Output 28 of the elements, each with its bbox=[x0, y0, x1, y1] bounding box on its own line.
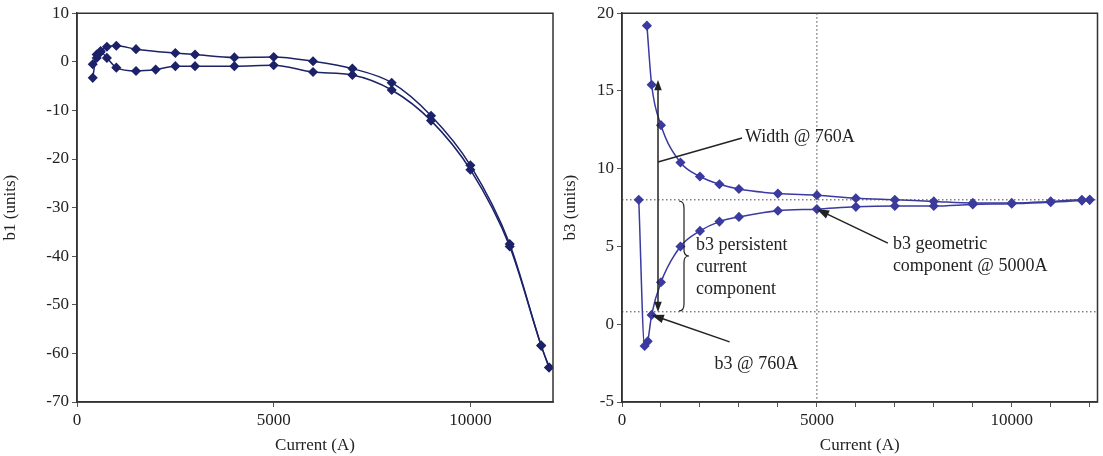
y-tick-label: -5 bbox=[599, 391, 614, 411]
y-tick-label: -70 bbox=[46, 391, 69, 411]
y-axis-title: b3 (units) bbox=[559, 174, 579, 241]
annotation: b3 persistent current component bbox=[696, 233, 788, 298]
y-tick-label: -40 bbox=[46, 245, 69, 265]
y-tick-label: 10 bbox=[52, 2, 69, 22]
annotation: b3 @ 760A bbox=[714, 352, 799, 373]
y-tick-label: 15 bbox=[597, 80, 614, 100]
x-axis-title: Current (A) bbox=[819, 435, 900, 455]
x-tick-label: 0 bbox=[72, 409, 82, 429]
x-tick-label: 10000 bbox=[990, 409, 1033, 429]
y-tick-label: 20 bbox=[597, 2, 614, 22]
y-tick-label: -50 bbox=[46, 294, 69, 314]
y-tick-label: 10 bbox=[597, 158, 614, 178]
y-axis-title: b1 (units) bbox=[0, 174, 19, 241]
y-tick-label: -10 bbox=[46, 99, 69, 119]
y-tick-label: -30 bbox=[46, 197, 69, 217]
y-tick-label: 0 bbox=[60, 51, 69, 71]
x-tick-label: 5000 bbox=[256, 409, 291, 429]
y-tick-label: -60 bbox=[46, 342, 69, 362]
y-tick-label: -20 bbox=[46, 148, 69, 168]
annotation: Width @ 760A bbox=[745, 125, 855, 146]
x-tick-label: 10000 bbox=[449, 409, 492, 429]
annotation: b3 geometric component @ 5000A bbox=[892, 232, 1048, 275]
x-tick-label: 5000 bbox=[799, 409, 834, 429]
x-axis-title: Current (A) bbox=[275, 435, 355, 455]
y-tick-label: 0 bbox=[605, 313, 614, 333]
y-tick-label: 5 bbox=[605, 235, 614, 255]
